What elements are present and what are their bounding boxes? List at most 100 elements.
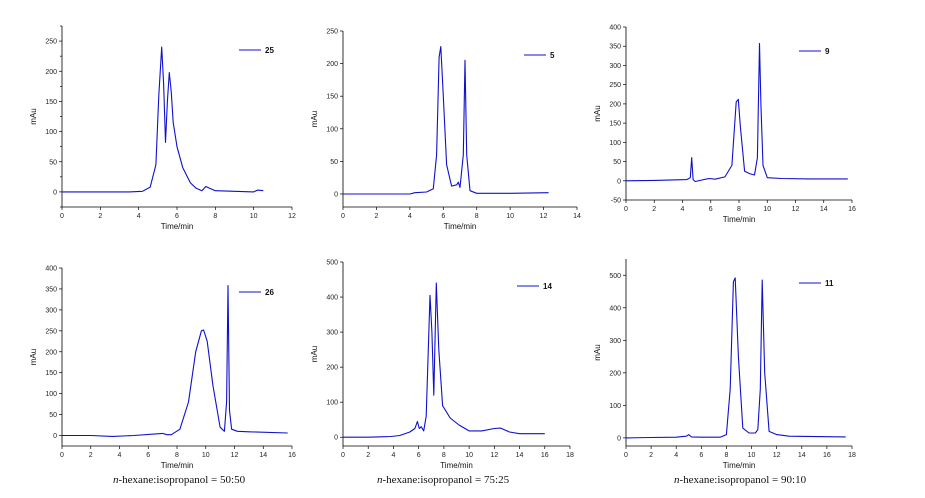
y-tick-label: 250 xyxy=(45,39,57,46)
x-axis-label: Time/min xyxy=(440,461,473,470)
x-tick-label: 6 xyxy=(417,452,421,459)
x-tick-label: 16 xyxy=(823,452,831,459)
y-tick-label: 0 xyxy=(617,178,621,185)
x-axis-label: Time/min xyxy=(161,461,194,470)
x-tick-label: 2 xyxy=(649,452,653,459)
y-tick-label: 150 xyxy=(45,99,57,106)
chart-panel-6: 0 100 200 300 400 500 0 2 4 6 8 10 12 14 16 18 Time/min m… xyxy=(593,259,856,470)
x-tick-label: 2 xyxy=(89,452,93,459)
y-tick-label: 500 xyxy=(326,260,338,267)
x-tick-label: 0 xyxy=(341,213,345,220)
x-tick-label: 2 xyxy=(98,213,102,220)
y-tick-label: 300 xyxy=(45,307,57,314)
caption-75-25: n-hexane:isopropanol = 75:25 xyxy=(377,474,510,486)
x-tick-label: 14 xyxy=(516,452,524,459)
y-tick-label: 100 xyxy=(609,140,621,147)
x-tick-label: 4 xyxy=(137,213,141,220)
y-tick-label: 200 xyxy=(609,101,621,108)
caption-50-50: n-hexane:isopropanol = 50:50 xyxy=(113,474,246,486)
y-tick-label: 400 xyxy=(609,305,621,312)
x-tick-label: 12 xyxy=(792,206,800,213)
x-tick-label: 6 xyxy=(175,213,179,220)
x-tick-label: 12 xyxy=(540,213,548,220)
x-tick-label: 8 xyxy=(213,213,217,220)
y-tick-label: 100 xyxy=(326,400,338,407)
x-tick-label: 6 xyxy=(699,452,703,459)
x-axis-label: Time/min xyxy=(723,215,756,224)
y-tick-label: 300 xyxy=(609,63,621,70)
y-axis-label: mAu xyxy=(29,108,38,124)
y-tick-label: 150 xyxy=(609,121,621,128)
x-tick-label: 10 xyxy=(465,452,473,459)
x-tick-label: 8 xyxy=(175,452,179,459)
y-tick-label: 0 xyxy=(53,433,57,440)
x-tick-label: 8 xyxy=(724,452,728,459)
x-tick-label: 4 xyxy=(118,452,122,459)
x-tick-label: 0 xyxy=(60,452,64,459)
y-tick-label: 100 xyxy=(45,129,57,136)
x-tick-label: 4 xyxy=(391,452,395,459)
series-line-11 xyxy=(625,277,846,439)
x-tick-label: 0 xyxy=(624,452,628,459)
y-tick-label: 250 xyxy=(45,328,57,335)
y-tick-label: 350 xyxy=(45,286,57,293)
x-tick-label: 2 xyxy=(366,452,370,459)
x-tick-label: 18 xyxy=(848,452,856,459)
y-tick-label: 100 xyxy=(326,126,338,133)
chart-panel-5: 0 100 200 300 400 500 0 2 4 6 8 10 12 14 16 18 Time/min m… xyxy=(310,260,574,471)
x-tick-label: 14 xyxy=(798,452,806,459)
y-axis-label: mAu xyxy=(310,346,319,362)
legend-label: 11 xyxy=(825,279,834,288)
x-tick-label: 2 xyxy=(374,213,378,220)
y-tick-label: 400 xyxy=(609,25,621,32)
x-tick-label: 6 xyxy=(441,213,445,220)
legend-label: 14 xyxy=(543,282,552,291)
legend-label: 9 xyxy=(825,47,830,56)
x-tick-label: 0 xyxy=(624,206,628,213)
x-tick-label: 10 xyxy=(506,213,514,220)
y-tick-label: 0 xyxy=(334,191,338,198)
y-tick-label: 50 xyxy=(49,159,57,166)
x-axis-label: Time/min xyxy=(444,222,477,231)
series-line-5 xyxy=(343,46,549,195)
x-tick-label: 12 xyxy=(231,452,239,459)
y-tick-label: 250 xyxy=(609,82,621,89)
x-tick-label: 6 xyxy=(709,206,713,213)
y-tick-label: 50 xyxy=(613,159,621,166)
series-line-9 xyxy=(625,42,848,183)
series-line-26 xyxy=(62,285,288,437)
y-tick-label: 200 xyxy=(45,349,57,356)
series-line-14 xyxy=(343,282,545,438)
y-tick-label: 150 xyxy=(45,370,57,377)
x-tick-label: 12 xyxy=(773,452,781,459)
y-tick-label: 150 xyxy=(326,94,338,101)
y-tick-label: 200 xyxy=(326,365,338,372)
legend-label: 5 xyxy=(550,51,555,60)
x-tick-label: 12 xyxy=(288,213,296,220)
chart-panel-2: 0 50 100 150 200 250 0 2 4 6 8 10 12 14 Time/min mAu 5 xyxy=(310,29,581,232)
y-tick-label: 50 xyxy=(49,412,57,419)
x-tick-label: 10 xyxy=(763,206,771,213)
y-tick-label: 400 xyxy=(326,295,338,302)
x-tick-label: 8 xyxy=(442,452,446,459)
x-tick-label: 6 xyxy=(146,452,150,459)
y-tick-label: -50 xyxy=(611,198,621,205)
x-tick-label: 16 xyxy=(288,452,296,459)
x-tick-label: 8 xyxy=(475,213,479,220)
chart-panel-1: 0 50 100 150 200 250 0 2 4 6 8 10 12 Time/min mAu 25 xyxy=(29,25,296,231)
x-tick-label: 16 xyxy=(541,452,549,459)
y-tick-label: 0 xyxy=(53,189,57,196)
x-axis-label: Time/min xyxy=(161,222,194,231)
y-tick-label: 100 xyxy=(45,391,57,398)
y-tick-label: 200 xyxy=(45,69,57,76)
y-tick-label: 300 xyxy=(609,338,621,345)
x-tick-label: 18 xyxy=(566,452,574,459)
y-tick-label: 500 xyxy=(609,273,621,280)
x-tick-label: 14 xyxy=(573,213,581,220)
y-tick-label: 0 xyxy=(617,435,621,442)
x-tick-label: 4 xyxy=(408,213,412,220)
y-tick-label: 50 xyxy=(330,159,338,166)
y-tick-label: 100 xyxy=(609,403,621,410)
x-tick-label: 2 xyxy=(652,206,656,213)
